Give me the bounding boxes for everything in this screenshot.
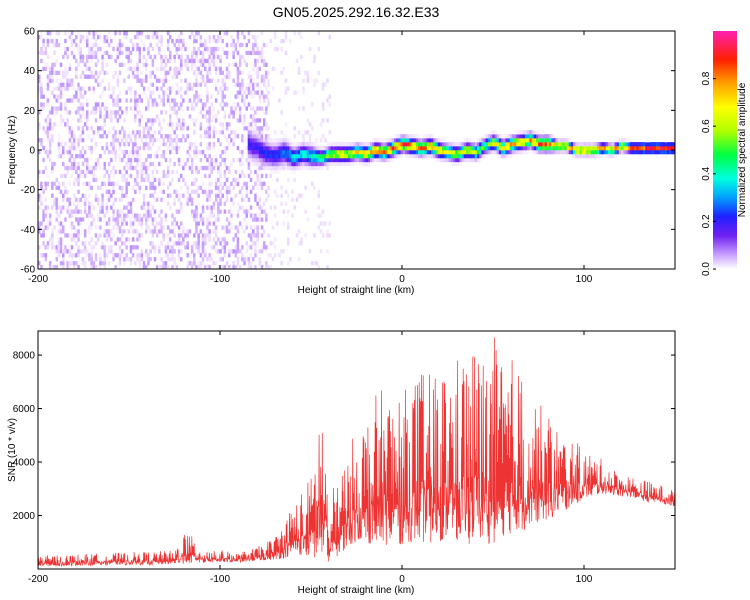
snr-x-tick-label: 0	[399, 574, 405, 585]
snr-y-tick-label: 8000	[13, 351, 36, 362]
heatmap-x-tick-label: 100	[576, 274, 593, 285]
colorbar-tick-label: 0.6	[701, 119, 712, 133]
heatmap-y-axis-label: Frequency (Hz)	[7, 116, 18, 185]
colorbar-tick-label: 0.4	[701, 166, 712, 180]
snr-x-tick-label: 100	[576, 574, 593, 585]
heatmap-y-tick-label: -60	[21, 265, 36, 276]
snr-x-axis-label: Height of straight line (km)	[298, 585, 415, 596]
snr-y-tick-label: 4000	[13, 458, 36, 469]
snr-y-tick-label: 6000	[13, 404, 36, 415]
colorbar-tick-label: 0.2	[701, 214, 712, 228]
snr-line	[38, 337, 675, 568]
snr-panel: -200 -100 0 100 2000 4000 6000 8000 Height of …	[7, 330, 676, 596]
snr-x-tick-label: -200	[28, 574, 48, 585]
heatmap-x-tick-label: 0	[399, 274, 405, 285]
snr-y-tick-label: 2000	[13, 511, 36, 522]
snr-x-ticks: -200 -100 0 100	[28, 331, 593, 585]
snr-y-ticks: 2000 4000 6000 8000	[13, 351, 675, 522]
heatmap-y-tick-label: 0	[29, 146, 35, 157]
heatmap-cells	[38, 31, 675, 269]
colorbar: 0.0 0.2 0.4 0.6 0.8 Normalized spectral ampl…	[701, 31, 748, 276]
colorbar-gradient	[713, 31, 737, 269]
figure-title: GN05.2025.292.16.32.E33	[273, 4, 440, 20]
heatmap-y-tick-label: 40	[24, 66, 36, 77]
heatmap-x-tick-label: -200	[28, 274, 48, 285]
heatmap-y-tick-label: 60	[24, 27, 36, 38]
heatmap-y-ticks: -60 -40 -20 0 20 40 60	[21, 27, 675, 276]
heatmap-x-ticks: -200 -100 0 100	[28, 31, 593, 285]
heatmap-y-tick-label: -20	[21, 185, 36, 196]
colorbar-tick-label: 0.0	[701, 262, 712, 276]
snr-series	[38, 337, 675, 568]
snr-y-axis-label: SNR (10 * v/v)	[7, 418, 18, 482]
colorbar-label: Normalized spectral amplitude	[737, 82, 748, 217]
heatmap-x-tick-label: -100	[210, 274, 230, 285]
heatmap-y-tick-label: -40	[21, 225, 36, 236]
colorbar-tick-label: 0.8	[701, 71, 712, 85]
snr-x-tick-label: -100	[210, 574, 230, 585]
heatmap-y-tick-label: 20	[24, 106, 36, 117]
snr-frame	[37, 330, 676, 570]
heatmap-x-axis-label: Height of straight line (km)	[298, 285, 415, 296]
colorbar-ticks: 0.0 0.2 0.4 0.6 0.8	[701, 71, 716, 276]
